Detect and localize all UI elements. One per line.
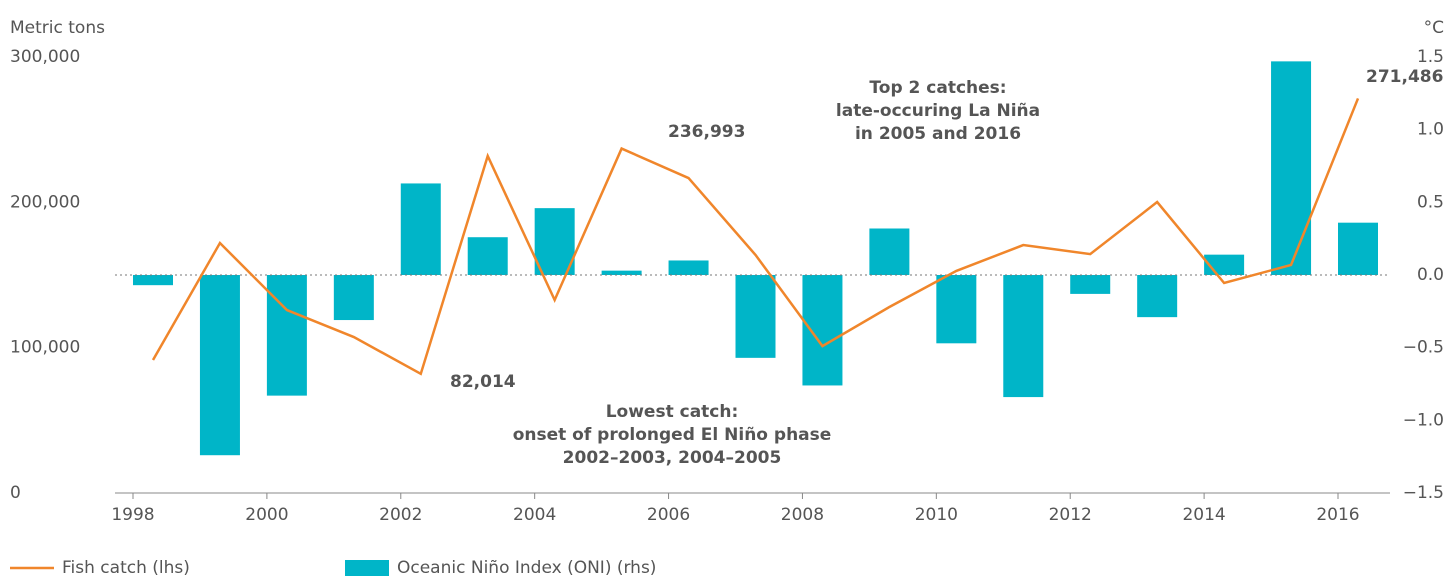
bar bbox=[1338, 222, 1378, 275]
annotation: 2002–2003, 2004–2005 bbox=[563, 448, 782, 468]
bar bbox=[668, 260, 709, 275]
legend-label: Fish catch (lhs) bbox=[62, 558, 190, 578]
x-tick-label: 2006 bbox=[647, 505, 690, 525]
bar bbox=[601, 270, 642, 275]
y2-tick-label: −0.5 bbox=[1403, 338, 1444, 358]
y-tick-label: 200,000 bbox=[10, 192, 80, 212]
y2-tick-label: −1.0 bbox=[1403, 410, 1444, 430]
y-tick-label: 100,000 bbox=[10, 338, 80, 358]
x-tick-label: 2002 bbox=[379, 505, 422, 525]
y2-tick-label: −1.5 bbox=[1403, 483, 1444, 503]
y2-tick-label: 1.0 bbox=[1417, 120, 1444, 140]
annotation: onset of prolonged El Niño phase bbox=[513, 425, 832, 445]
annotation: Lowest catch: bbox=[606, 402, 739, 422]
x-tick-label: 2000 bbox=[245, 505, 288, 525]
annotation: late-occuring La Niña bbox=[836, 101, 1040, 121]
x-tick-label: 2014 bbox=[1182, 505, 1225, 525]
bar bbox=[133, 275, 173, 286]
bar bbox=[199, 275, 240, 456]
bar bbox=[1271, 61, 1312, 275]
y-axis-title: Metric tons bbox=[10, 18, 105, 38]
bar bbox=[1003, 275, 1044, 398]
bar bbox=[266, 275, 307, 396]
y2-tick-label: 1.5 bbox=[1417, 47, 1444, 67]
bar bbox=[936, 275, 977, 344]
bar bbox=[467, 237, 508, 275]
x-tick-label: 2004 bbox=[513, 505, 556, 525]
bar bbox=[1137, 275, 1178, 318]
y2-axis-title: °C bbox=[1424, 18, 1444, 38]
y2-tick-label: 0.0 bbox=[1417, 265, 1444, 285]
bar bbox=[400, 183, 441, 275]
x-tick-label: 2012 bbox=[1049, 505, 1092, 525]
annotation: 271,486 bbox=[1366, 67, 1443, 87]
annotation: 82,014 bbox=[450, 372, 516, 392]
bar bbox=[534, 208, 575, 275]
annotation: 236,993 bbox=[668, 122, 745, 142]
bar bbox=[735, 275, 776, 358]
legend-swatch bbox=[345, 560, 389, 576]
y-tick-label: 0 bbox=[10, 483, 21, 503]
y-tick-label: 300,000 bbox=[10, 47, 80, 67]
bar bbox=[869, 228, 910, 275]
x-tick-label: 2016 bbox=[1316, 505, 1359, 525]
line bbox=[151, 97, 1360, 376]
bar bbox=[333, 275, 374, 321]
bar bbox=[1070, 275, 1111, 294]
legend-label: Oceanic Niño Index (ONI) (rhs) bbox=[397, 558, 656, 578]
x-tick-label: 2010 bbox=[915, 505, 958, 525]
annotation: in 2005 and 2016 bbox=[855, 124, 1021, 144]
annotation: Top 2 catches: bbox=[869, 78, 1006, 98]
y2-tick-label: 0.5 bbox=[1417, 192, 1444, 212]
bar bbox=[802, 275, 843, 386]
x-tick-label: 2008 bbox=[781, 505, 824, 525]
x-tick-label: 1998 bbox=[111, 505, 154, 525]
